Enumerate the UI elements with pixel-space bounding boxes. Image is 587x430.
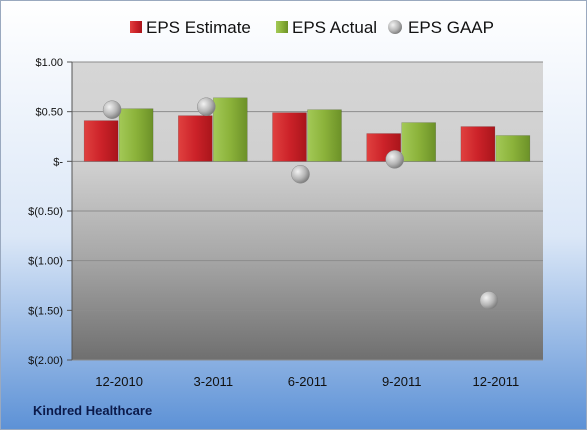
company-name: Kindred Healthcare	[33, 403, 152, 418]
legend-label-eps-gaap: EPS GAAP	[408, 18, 494, 37]
legend-item-eps-estimate: EPS Estimate	[130, 18, 251, 37]
eps-gaap-marker	[291, 164, 310, 184]
legend-swatch-eps-actual	[276, 21, 288, 33]
y-tick-label: $(0.50)	[28, 206, 63, 218]
x-axis-ticks: 12-2010 3-2011 6-2011 9-2011 12-2011	[95, 374, 519, 389]
eps-gaap-marker	[385, 150, 404, 169]
bars	[83, 97, 531, 162]
y-tick-label: $(2.00)	[28, 355, 63, 367]
legend-marker-eps-gaap	[388, 20, 402, 34]
legend-item-eps-actual: EPS Actual	[276, 18, 377, 37]
eps-actual-bar	[307, 109, 342, 162]
eps-estimate-bar	[272, 112, 307, 162]
legend-label-eps-estimate: EPS Estimate	[146, 18, 251, 37]
y-tick-label: $(1.00)	[28, 256, 63, 268]
x-tick-label: 12-2010	[95, 374, 143, 389]
eps-actual-bar	[118, 108, 154, 162]
y-tick-label: $(1.50)	[28, 305, 63, 317]
eps-actual-bar	[495, 135, 531, 162]
legend: EPS Estimate EPS Actual EPS GAAP	[130, 18, 494, 37]
x-tick-label: 12-2011	[473, 374, 520, 389]
eps-gaap-marker	[102, 100, 122, 119]
eps-actual-bar	[401, 122, 436, 162]
eps-estimate-bar	[83, 120, 119, 162]
x-tick-label: 3-2011	[194, 374, 234, 389]
legend-item-eps-gaap: EPS GAAP	[388, 18, 494, 37]
eps-gaap-marker	[197, 97, 216, 116]
y-tick-label: $0.50	[35, 107, 63, 119]
y-tick-label: $-	[53, 156, 63, 168]
legend-swatch-eps-estimate	[130, 21, 142, 33]
eps-estimate-bar	[178, 115, 213, 162]
eps-actual-bar	[213, 97, 248, 162]
eps-gaap-marker	[479, 291, 499, 310]
legend-label-eps-actual: EPS Actual	[292, 18, 377, 37]
y-tick-label: $1.00	[35, 57, 63, 69]
eps-estimate-bar	[460, 126, 496, 162]
x-tick-label: 6-2011	[288, 374, 328, 389]
x-tick-label: 9-2011	[382, 374, 422, 389]
gaap-markers	[102, 97, 499, 310]
y-axis-ticks: $1.00 $0.50 $- $(0.50) $(1.00) $(1.50) $(2.00)	[28, 57, 73, 367]
